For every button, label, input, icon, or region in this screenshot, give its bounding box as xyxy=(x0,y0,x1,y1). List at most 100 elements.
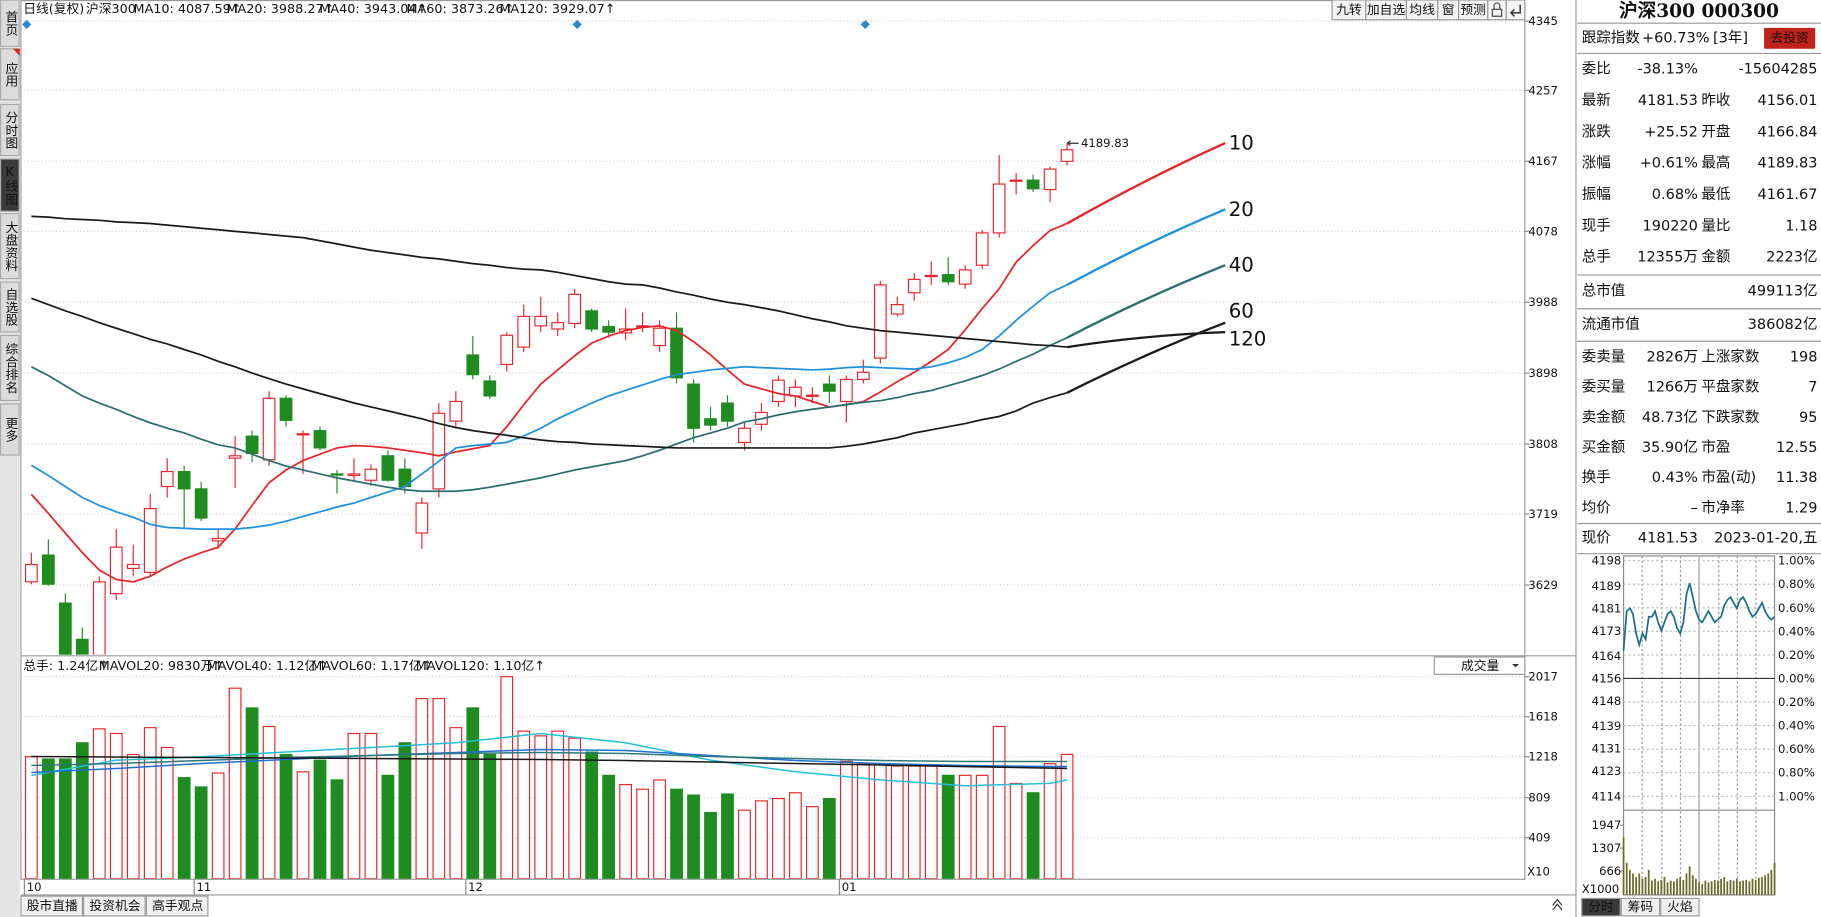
candle-body xyxy=(873,284,887,359)
toolbar-button-label[interactable]: 九转 xyxy=(1336,3,1362,18)
quote-label: 涨跌 xyxy=(1582,123,1612,140)
candle-body xyxy=(194,488,208,519)
indicator-dropdown[interactable] xyxy=(1433,656,1526,675)
dropdown-caret xyxy=(1512,663,1520,668)
icon-buttons[interactable] xyxy=(1487,0,1526,21)
toolbar-button-label[interactable]: 窗 xyxy=(1442,3,1455,18)
sidebar-tab[interactable] xyxy=(0,334,20,402)
volume-bar xyxy=(228,687,242,879)
volume-bar xyxy=(873,763,887,879)
volume-bar xyxy=(704,811,717,879)
volume-bar xyxy=(364,732,378,879)
sidebar-tab[interactable] xyxy=(0,48,20,101)
bottom-tab-label[interactable]: 投资机会 xyxy=(89,898,140,914)
volume-bar xyxy=(806,806,819,879)
volume-bar xyxy=(856,763,870,879)
quote-value: +0.61% xyxy=(1640,156,1698,172)
sidebar-tab[interactable] xyxy=(0,281,20,333)
y-tick-label: 4345 xyxy=(1528,14,1558,28)
y-tick-label: 666 xyxy=(1599,864,1621,878)
annotation-label: 4189.83 xyxy=(1081,136,1129,150)
sidebar-tab[interactable] xyxy=(0,212,20,280)
chart-header: 日线(复权) xyxy=(23,1,84,17)
bottom-tab[interactable] xyxy=(20,895,84,917)
intraday-tab[interactable] xyxy=(1660,897,1700,917)
ma-legend: MA40: 3943.04↑ xyxy=(319,2,427,17)
volume-bar xyxy=(500,676,514,879)
ma-legend: MA20: 3988.27↑ xyxy=(226,2,334,17)
volume-bars xyxy=(24,676,1074,879)
sidebar-tab[interactable] xyxy=(0,103,20,157)
quote-label: 开盘 xyxy=(1701,122,1730,140)
volume-bar xyxy=(772,797,785,879)
quote-label: 最低 xyxy=(1701,186,1731,203)
sidebar-tab-label[interactable]: K线图 xyxy=(2,165,17,206)
sidebar-tab-label[interactable]: 综合排名 xyxy=(2,342,17,394)
candle-body xyxy=(975,232,989,266)
indicator-dropdown-label[interactable]: 成交量 xyxy=(1461,658,1500,674)
back-button[interactable] xyxy=(1505,0,1526,21)
volume-bar xyxy=(755,800,768,879)
toolbar-button-label[interactable]: 预测 xyxy=(1460,3,1486,18)
toolbar-button[interactable] xyxy=(1458,0,1489,21)
y-tick-label: 3898 xyxy=(1528,366,1558,380)
ma-projection xyxy=(1066,142,1226,225)
volume-bar xyxy=(432,698,446,879)
volume-bar xyxy=(602,774,616,879)
sidebar-tab-label[interactable]: 大盘资料 xyxy=(2,221,17,273)
volume-bar xyxy=(177,777,191,879)
candle-body xyxy=(772,379,785,403)
y-tick-label: 4131 xyxy=(1592,742,1622,756)
volume-bar xyxy=(262,725,276,879)
bottom-tab-label[interactable]: 高手观点 xyxy=(152,898,203,914)
sidebar-tab[interactable] xyxy=(0,158,20,212)
scroll-top-icon[interactable] xyxy=(1552,898,1563,911)
volume-bar xyxy=(143,727,157,879)
toolbar-button-label[interactable]: 均线 xyxy=(1409,3,1435,18)
quote-value: 35.90亿 xyxy=(1642,439,1698,456)
sidebar-tab-label[interactable]: 分时图 xyxy=(2,111,17,150)
intraday-tab-label[interactable]: 筹码 xyxy=(1628,899,1654,915)
bottom-tab[interactable] xyxy=(83,895,146,917)
quote-label: 委买量 xyxy=(1582,379,1626,396)
quote-label: [3年] xyxy=(1713,29,1748,46)
candle-body xyxy=(924,274,938,278)
bottom-tab-label[interactable]: 股市直播 xyxy=(27,898,78,914)
sidebar-tab[interactable] xyxy=(0,403,20,456)
quote-value: 4189.83 xyxy=(1758,156,1818,172)
intraday-tab[interactable] xyxy=(1620,897,1661,917)
volume-bar xyxy=(58,758,72,879)
y2-tick-label: 0.80% xyxy=(1778,766,1815,780)
candle-body xyxy=(415,502,429,534)
candle-body xyxy=(890,303,904,315)
y-tick-label: 4148 xyxy=(1592,694,1622,708)
toolbar-button-label[interactable]: 加自选 xyxy=(1367,3,1406,18)
sidebar-tab-label[interactable]: 应用 xyxy=(2,61,17,89)
candle-body xyxy=(1009,179,1023,182)
chart-frame xyxy=(20,0,1526,880)
sidebar-tab-label[interactable]: 首页 xyxy=(2,10,17,36)
y-tick-label: 4167 xyxy=(1528,154,1558,168)
intraday-tab-label[interactable]: 分时 xyxy=(1588,900,1614,915)
sidebar-tab-label[interactable]: 更多 xyxy=(2,417,17,443)
quote-value: 0.68% xyxy=(1652,187,1698,203)
ma-label: 10 xyxy=(1229,132,1254,155)
candle-body xyxy=(466,354,480,376)
quote-value: +60.73% xyxy=(1642,30,1709,46)
candle-body xyxy=(941,274,955,283)
ma-projection xyxy=(1066,330,1226,349)
volume-bar xyxy=(517,730,531,879)
bottom-tab[interactable] xyxy=(145,895,209,917)
volume-bar xyxy=(551,730,565,879)
sidebar-tab[interactable] xyxy=(0,0,20,48)
y-tick-label: 3988 xyxy=(1528,295,1558,309)
invest-button-label[interactable]: 去投资 xyxy=(1770,30,1809,46)
quote-value: 12.55 xyxy=(1776,440,1818,456)
ma-projection xyxy=(1066,264,1226,339)
intraday-tab[interactable] xyxy=(1581,897,1621,917)
candle-body xyxy=(517,315,531,348)
sidebar-tab-label[interactable]: 自选股 xyxy=(2,288,17,327)
intraday-tab-label[interactable]: 火焰 xyxy=(1667,900,1693,915)
invest-button[interactable] xyxy=(1764,27,1816,49)
